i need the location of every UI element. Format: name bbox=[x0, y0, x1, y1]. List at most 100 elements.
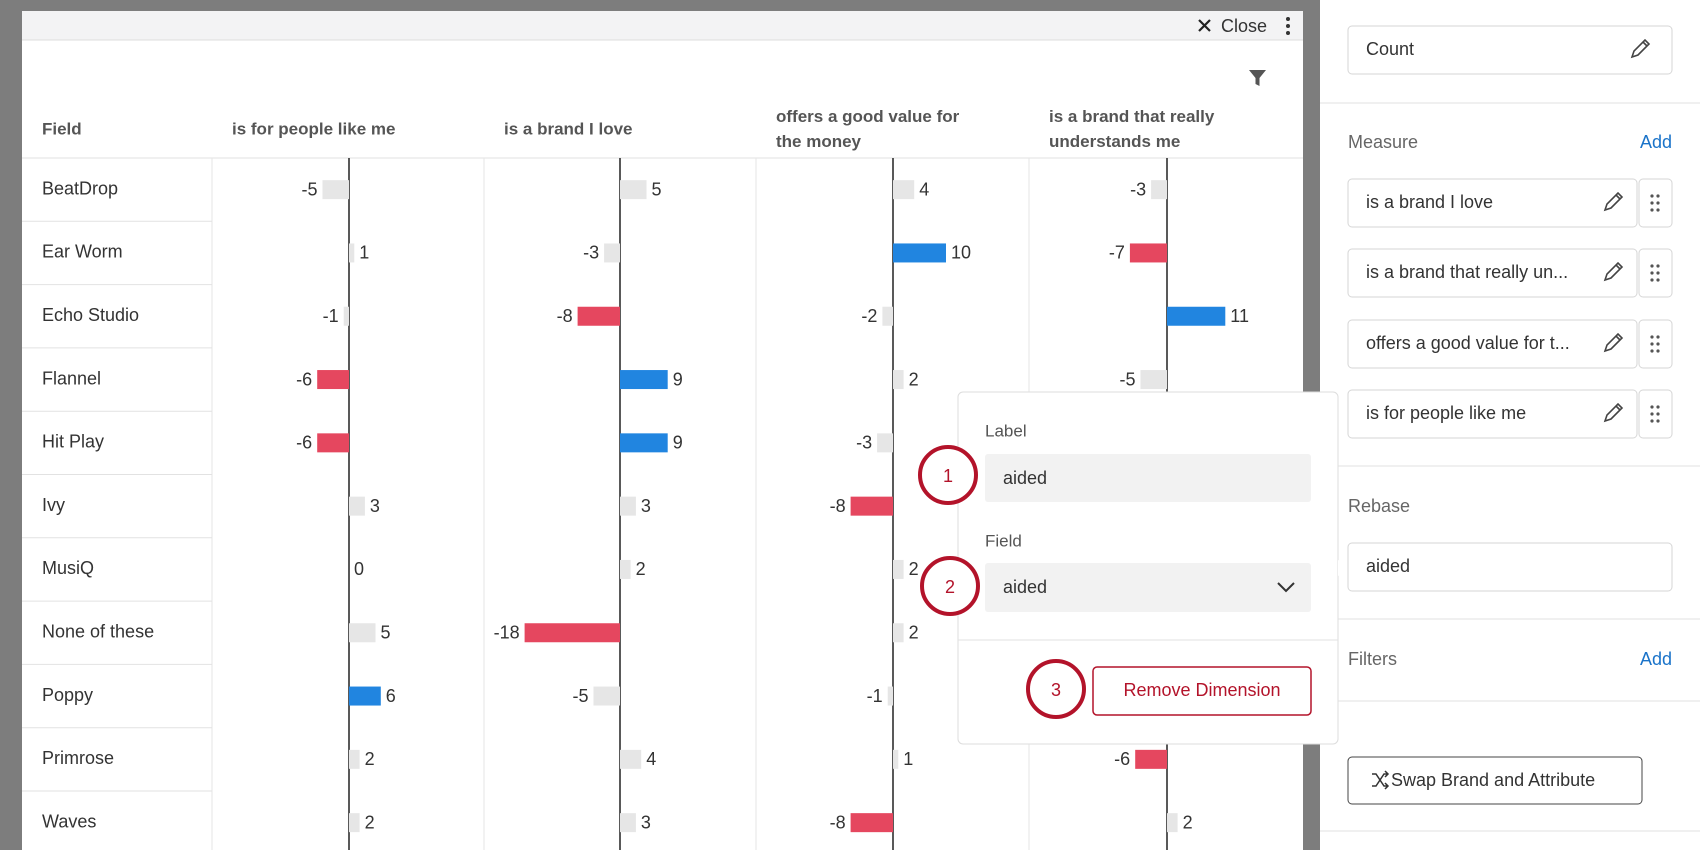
step-number: 3 bbox=[1051, 680, 1061, 700]
close-icon[interactable] bbox=[1198, 19, 1211, 32]
step-circle bbox=[1026, 659, 1086, 719]
drag-dot bbox=[1656, 194, 1660, 198]
value-label: -6 bbox=[1114, 749, 1130, 769]
swap-label: Swap Brand and Attribute bbox=[1391, 770, 1595, 790]
bar bbox=[524, 623, 620, 643]
drag-dot bbox=[1656, 271, 1660, 275]
drag-dot bbox=[1656, 349, 1660, 353]
drag-handle[interactable] bbox=[1638, 248, 1673, 298]
row-label: None of these bbox=[42, 622, 154, 642]
drag-dot bbox=[1650, 349, 1654, 353]
value-label: -2 bbox=[861, 306, 877, 326]
value-label: -3 bbox=[1130, 179, 1146, 199]
column-header: Field bbox=[42, 119, 82, 138]
swap-button[interactable] bbox=[1347, 756, 1643, 805]
row-label: Hit Play bbox=[42, 432, 104, 452]
value-label: 2 bbox=[909, 559, 919, 579]
drag-dot bbox=[1656, 278, 1660, 282]
add-link[interactable]: Add bbox=[1640, 649, 1672, 669]
bar bbox=[1129, 243, 1167, 263]
drag-dot bbox=[1650, 419, 1654, 423]
bar bbox=[349, 623, 376, 643]
measure: offers a good value for t... bbox=[1366, 333, 1570, 353]
value-label: -5 bbox=[1119, 369, 1135, 389]
value-label: 4 bbox=[919, 179, 929, 199]
value-label: 2 bbox=[365, 749, 375, 769]
rebase-box[interactable] bbox=[1347, 542, 1673, 592]
step-number: 2 bbox=[945, 577, 955, 597]
value-label: -1 bbox=[323, 306, 339, 326]
value-label: -18 bbox=[494, 623, 520, 643]
measure-box[interactable] bbox=[1347, 389, 1638, 439]
bar bbox=[577, 306, 620, 326]
bar bbox=[620, 496, 636, 516]
bar bbox=[893, 180, 915, 200]
bar bbox=[322, 180, 349, 200]
bar bbox=[893, 370, 904, 390]
value-label: -6 bbox=[296, 369, 312, 389]
value-label: -7 bbox=[1109, 243, 1125, 263]
remove-label: Remove Dimension bbox=[1123, 680, 1280, 700]
popup-arrow bbox=[1338, 560, 1346, 576]
value-label: 9 bbox=[673, 433, 683, 453]
section-title: Measure bbox=[1348, 132, 1418, 152]
bar bbox=[349, 813, 360, 833]
edit-icon[interactable] bbox=[1603, 191, 1624, 212]
value-label: 2 bbox=[365, 812, 375, 832]
value-label: 2 bbox=[636, 559, 646, 579]
section-title: Rebase bbox=[1348, 496, 1410, 516]
column-header: is for people like me bbox=[232, 119, 395, 138]
step-circle bbox=[920, 556, 980, 616]
drag-handle[interactable] bbox=[1638, 389, 1673, 439]
edit-icon[interactable] bbox=[1603, 261, 1624, 282]
bar bbox=[882, 306, 893, 326]
value-label: 5 bbox=[652, 179, 662, 199]
field-value: aided bbox=[1003, 577, 1047, 597]
row-label: Echo Studio bbox=[42, 305, 139, 325]
field-select[interactable] bbox=[985, 563, 1311, 612]
value-label: 9 bbox=[673, 369, 683, 389]
drag-dot bbox=[1656, 419, 1660, 423]
label-input[interactable] bbox=[985, 454, 1311, 502]
drag-dot bbox=[1656, 335, 1660, 339]
drag-dot bbox=[1650, 264, 1654, 268]
modal-header bbox=[22, 11, 1303, 40]
bar bbox=[349, 686, 381, 706]
menu-icon[interactable] bbox=[1286, 17, 1290, 35]
add-link[interactable]: Add bbox=[1640, 132, 1672, 152]
bar bbox=[1151, 180, 1167, 200]
edit-icon[interactable] bbox=[1603, 402, 1624, 423]
value-label: -5 bbox=[572, 686, 588, 706]
bar bbox=[620, 749, 642, 769]
row-label: Flannel bbox=[42, 368, 101, 388]
close-button[interactable]: Close bbox=[1221, 16, 1267, 36]
drag-handle[interactable] bbox=[1638, 319, 1673, 369]
edit-icon[interactable] bbox=[1630, 38, 1651, 59]
measure-box[interactable] bbox=[1347, 319, 1638, 369]
value-label: -5 bbox=[301, 179, 317, 199]
label-value: aided bbox=[1003, 468, 1047, 488]
edit-icon[interactable] bbox=[1603, 332, 1624, 353]
bar bbox=[620, 559, 631, 579]
drag-dot bbox=[1650, 342, 1654, 346]
bar bbox=[850, 496, 893, 516]
bar bbox=[877, 433, 893, 453]
value-label: -8 bbox=[557, 306, 573, 326]
filter-icon[interactable] bbox=[1249, 70, 1266, 86]
value-label: -8 bbox=[830, 496, 846, 516]
bar bbox=[893, 559, 904, 579]
column-header: is a brand I love bbox=[504, 119, 633, 138]
step-markers: 1 2 3 bbox=[918, 445, 1086, 719]
drag-dot bbox=[1656, 342, 1660, 346]
row-label: Ear Worm bbox=[42, 242, 123, 262]
drag-handle[interactable] bbox=[1638, 178, 1673, 228]
row-label: BeatDrop bbox=[42, 178, 118, 198]
count: Count bbox=[1366, 39, 1414, 59]
count-box[interactable] bbox=[1347, 25, 1673, 75]
measure-box[interactable] bbox=[1347, 248, 1638, 298]
remove-button[interactable] bbox=[1092, 666, 1312, 716]
bar bbox=[343, 306, 349, 326]
measure-box[interactable] bbox=[1347, 178, 1638, 228]
value-label: -3 bbox=[583, 243, 599, 263]
